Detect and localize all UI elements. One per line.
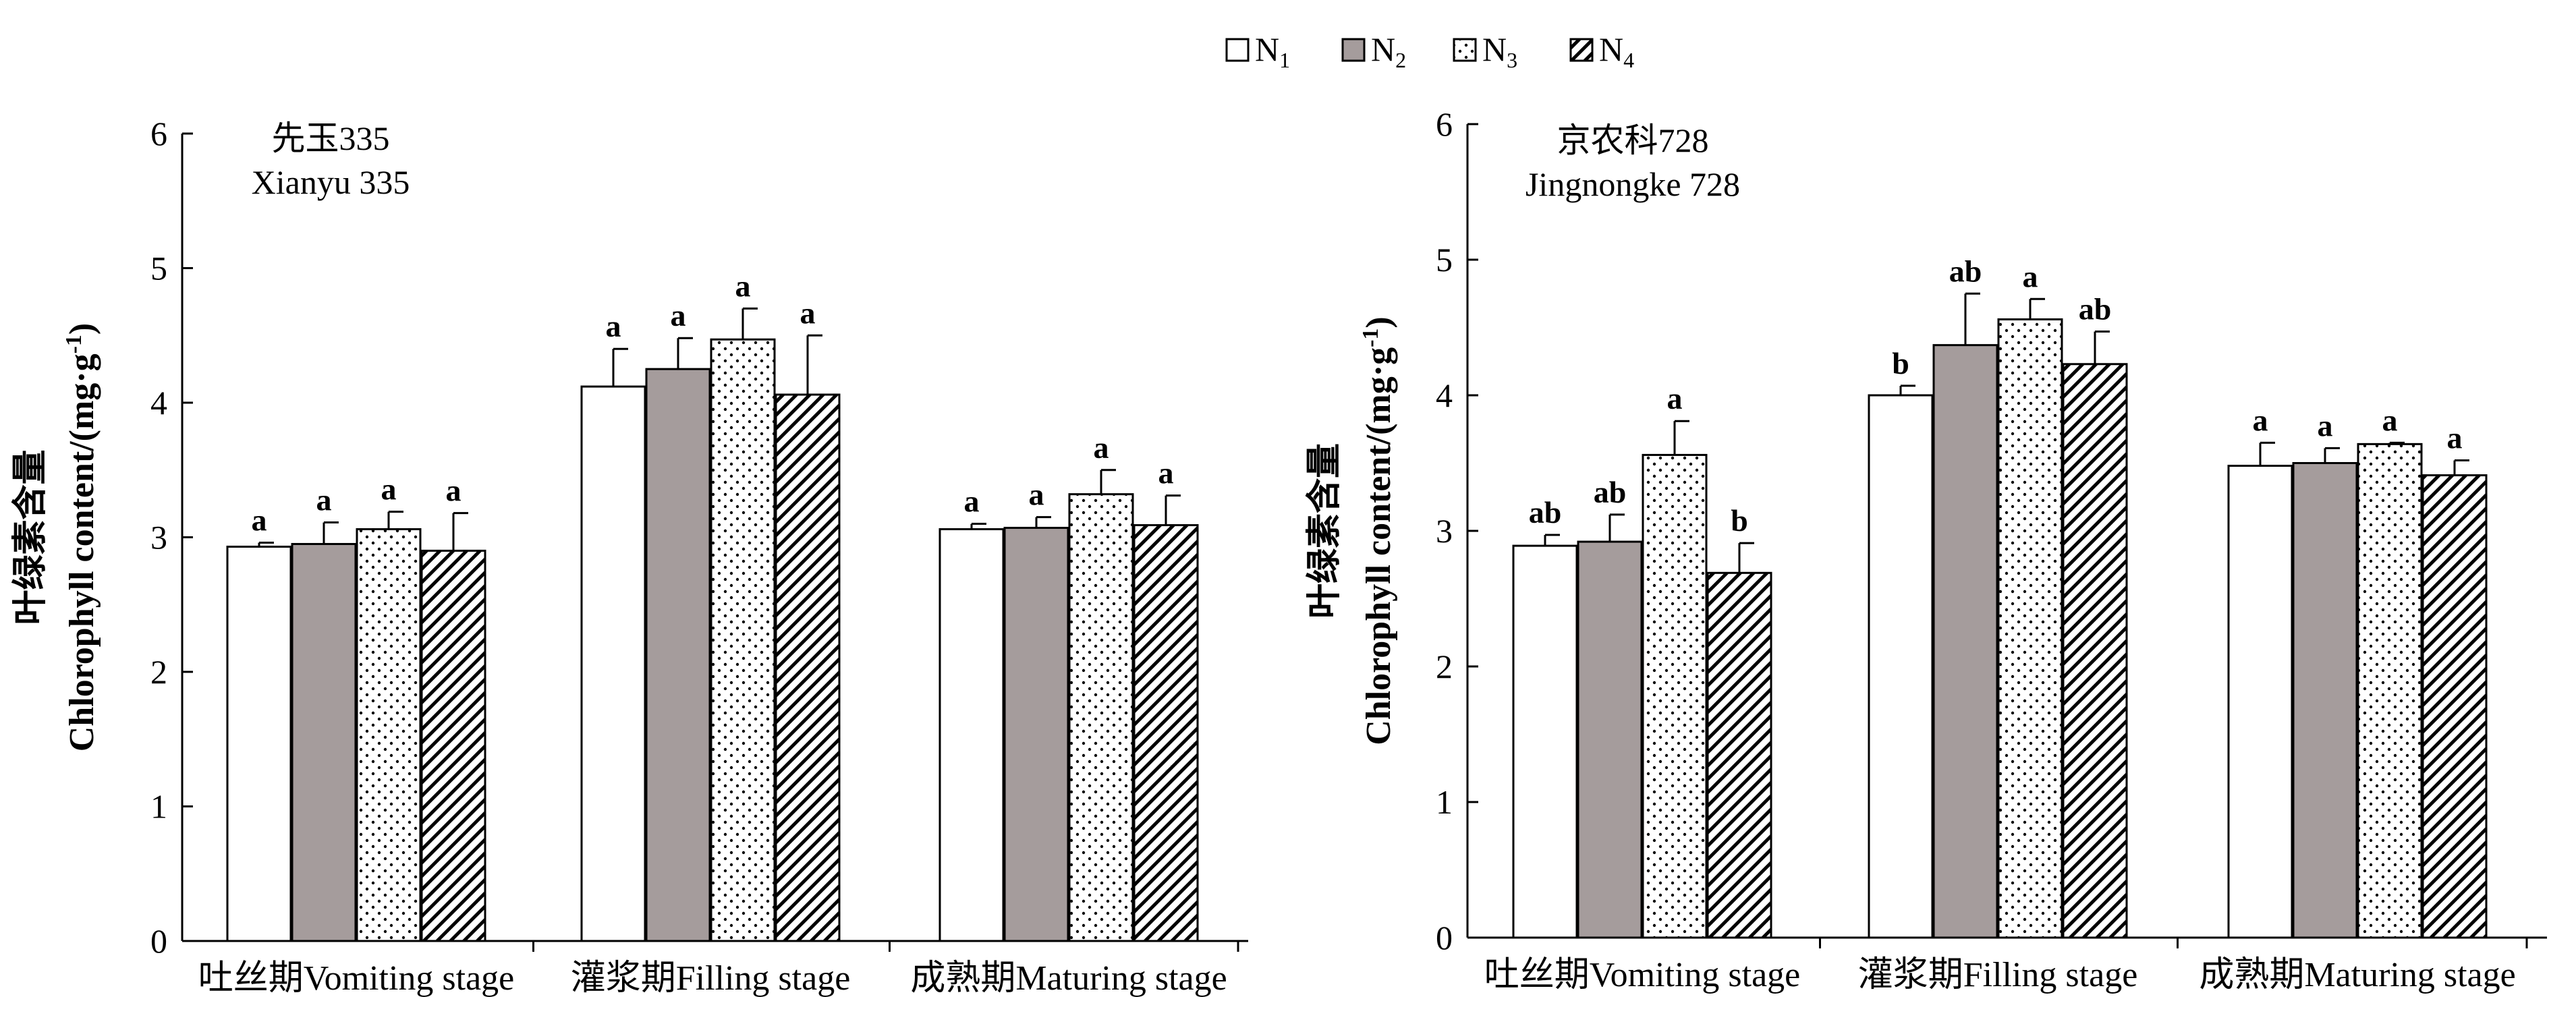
significance-letter: b	[1892, 346, 1909, 380]
significance-letter: ab	[1949, 254, 1982, 288]
y-tick-label: 3	[1436, 512, 1453, 550]
bar	[1068, 493, 1134, 942]
significance-letter: a	[381, 472, 397, 507]
legend-swatch-n2	[1341, 38, 1366, 62]
y-tick-label: 2	[150, 653, 167, 691]
x-category-label: 吐丝期Vomiting stage	[1484, 956, 1800, 994]
y-tick-label: 4	[1436, 376, 1453, 414]
significance-letter: a	[1094, 430, 1109, 465]
y-axis-label-en: Chlorophyll content/(mg·g-1)	[61, 323, 101, 752]
significance-letter: a	[735, 268, 751, 303]
legend-swatch-n3	[1453, 38, 1477, 62]
bar	[2357, 442, 2423, 939]
significance-letter: a	[1667, 381, 1683, 416]
bar	[2421, 474, 2488, 939]
significance-letter: a	[316, 483, 332, 517]
significance-letter: a	[446, 474, 461, 508]
significance-letter: a	[2023, 259, 2038, 293]
y-tick-label: 0	[1436, 919, 1453, 956]
legend-label-n4: N4	[1599, 30, 1634, 72]
x-category-label: 灌浆期Filling stage	[571, 959, 851, 998]
y-tick-label: 1	[1436, 783, 1453, 821]
significance-letter: a	[964, 484, 980, 519]
bar	[1997, 318, 2063, 939]
legend-swatch-n1	[1225, 38, 1250, 62]
y-tick-label: 4	[150, 384, 167, 422]
significance-letter: ab	[1594, 475, 1627, 509]
significance-letter: a	[800, 295, 816, 330]
significance-letter: a	[2318, 408, 2333, 442]
y-tick-label: 0	[150, 922, 167, 960]
panel-title-cn: 先玉335	[272, 119, 390, 157]
bar	[1133, 524, 1199, 942]
x-category-label: 灌浆期Filling stage	[1858, 956, 2138, 994]
bar	[775, 393, 841, 942]
x-category-label: 成熟期Maturing stage	[2199, 956, 2515, 994]
bar	[939, 528, 1005, 942]
bar	[1706, 571, 1772, 939]
y-tick-label: 3	[150, 519, 167, 556]
bar	[2292, 462, 2358, 939]
bar	[420, 549, 486, 942]
panel-title-en: Jingnongke 728	[1525, 165, 1740, 203]
significance-letter: a	[252, 503, 267, 537]
panel-xianyu: 0 1 2 3 4 5 6 a a a a 吐丝期Vomiting stage a a a a 灌浆期Filli…	[11, 115, 1248, 998]
y-tick-label: 6	[1436, 105, 1453, 143]
significance-letter: a	[606, 309, 621, 343]
bar	[1577, 540, 1643, 939]
significance-letter: a	[1029, 478, 1044, 512]
significance-letter: ab	[2079, 292, 2112, 326]
bar	[291, 542, 357, 942]
significance-letter: a	[2253, 403, 2268, 437]
legend-label-n1: N1	[1255, 30, 1290, 72]
y-tick-label: 5	[1436, 241, 1453, 279]
significance-letter: b	[1731, 503, 1748, 538]
legend-label-n2: N2	[1371, 30, 1406, 72]
bar	[1932, 344, 1998, 939]
y-axis-label-cn: 叶绿素含量	[11, 449, 50, 625]
x-category-label: 吐丝期Vomiting stage	[198, 959, 514, 998]
bar	[580, 385, 646, 942]
x-category-label: 成熟期Maturing stage	[910, 959, 1227, 998]
bar	[1642, 453, 1708, 939]
bar	[645, 368, 711, 942]
bar	[2062, 363, 2128, 939]
bar	[710, 338, 776, 942]
legend-label-n3: N3	[1482, 30, 1517, 72]
legend-swatch-n4	[1569, 38, 1594, 62]
panel-title-cn: 京农科728	[1557, 121, 1709, 159]
panel-title-en: Xianyu 335	[252, 163, 410, 201]
significance-letter: ab	[1529, 495, 1562, 530]
bar	[1512, 544, 1578, 939]
bar	[226, 545, 292, 942]
y-tick-label: 2	[1436, 648, 1453, 685]
y-axis-label-en: Chlorophyll content/(mg·g-1)	[1358, 316, 1398, 745]
y-tick-label: 6	[150, 115, 167, 152]
significance-letter: a	[1158, 456, 1174, 490]
significance-letter: a	[2382, 403, 2398, 437]
bar	[1868, 394, 1934, 939]
legend: N1 N2 N3 N4	[1225, 30, 1634, 72]
significance-letter: a	[2447, 420, 2463, 455]
y-tick-label: 1	[150, 788, 167, 826]
y-tick-label: 5	[150, 250, 167, 287]
bar	[2227, 465, 2293, 939]
bar	[356, 528, 422, 942]
significance-letter: a	[671, 298, 686, 333]
y-axis-label-cn: 叶绿素含量	[1305, 443, 1344, 619]
bar	[1003, 527, 1069, 942]
